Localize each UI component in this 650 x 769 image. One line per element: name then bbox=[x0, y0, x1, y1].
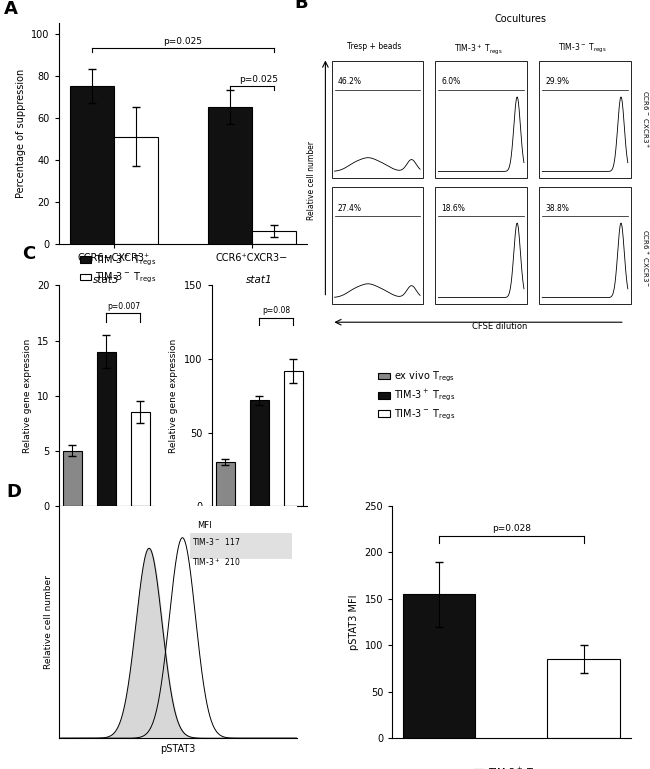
Legend: TIM-3$^+$ T$_{\mathregular{regs}}$, TIM-3$^-$ T$_{\mathregular{regs}}$: TIM-3$^+$ T$_{\mathregular{regs}}$, TIM-… bbox=[469, 761, 554, 769]
Text: 29.9%: 29.9% bbox=[545, 78, 569, 86]
Y-axis label: Relative gene expression: Relative gene expression bbox=[170, 338, 179, 453]
Text: A: A bbox=[4, 0, 18, 18]
Text: Cocultures: Cocultures bbox=[495, 14, 547, 24]
Text: MFI: MFI bbox=[197, 521, 211, 530]
Y-axis label: Relative gene expression: Relative gene expression bbox=[23, 338, 32, 453]
Text: CCR6$^-$ CXCR3$^+$: CCR6$^-$ CXCR3$^+$ bbox=[640, 90, 650, 148]
Text: p=0.08: p=0.08 bbox=[263, 306, 291, 315]
Text: TIM-3$^+$ T$_{\mathregular{regs}}$: TIM-3$^+$ T$_{\mathregular{regs}}$ bbox=[454, 42, 502, 56]
Text: Tresp + beads: Tresp + beads bbox=[347, 42, 402, 52]
Text: TIM-3$^-$ T$_{\mathregular{regs}}$: TIM-3$^-$ T$_{\mathregular{regs}}$ bbox=[558, 42, 606, 55]
Bar bbox=[131, 412, 150, 506]
Bar bbox=[436, 187, 527, 304]
Bar bbox=[70, 86, 114, 244]
Text: C: C bbox=[22, 245, 35, 263]
Text: TIM-3$^-$  117: TIM-3$^-$ 117 bbox=[192, 535, 240, 547]
Bar bbox=[63, 451, 82, 506]
Bar bbox=[332, 61, 423, 178]
Bar bbox=[207, 107, 252, 244]
Bar bbox=[250, 400, 268, 506]
Text: CFSE dilution: CFSE dilution bbox=[472, 322, 527, 331]
Legend: ex vivo T$_{\mathregular{regs}}$, TIM-3$^+$ T$_{\mathregular{regs}}$, TIM-3$^-$ : ex vivo T$_{\mathregular{regs}}$, TIM-3$… bbox=[374, 366, 459, 426]
Text: D: D bbox=[6, 483, 21, 501]
Text: p=0.007: p=0.007 bbox=[107, 301, 140, 311]
Bar bbox=[97, 351, 116, 506]
Bar bbox=[540, 61, 631, 178]
Bar bbox=[190, 534, 292, 559]
Y-axis label: pSTAT3 MFI: pSTAT3 MFI bbox=[349, 594, 359, 650]
Title: stat1: stat1 bbox=[246, 275, 273, 285]
Text: 46.2%: 46.2% bbox=[337, 78, 361, 86]
Text: 18.6%: 18.6% bbox=[441, 204, 465, 212]
Text: 6.0%: 6.0% bbox=[441, 78, 461, 86]
Title: stat3: stat3 bbox=[93, 275, 120, 285]
X-axis label: pSTAT3: pSTAT3 bbox=[160, 744, 196, 754]
Bar bbox=[284, 371, 303, 506]
Text: CCR6$^+$ CXCR3$^-$: CCR6$^+$ CXCR3$^-$ bbox=[640, 228, 650, 287]
Text: Relative cell number: Relative cell number bbox=[307, 141, 317, 220]
Bar bbox=[252, 231, 296, 244]
Legend: TIM-3$^+$ T$_{\mathregular{regs}}$, TIM-3$^-$ T$_{\mathregular{regs}}$: TIM-3$^+$ T$_{\mathregular{regs}}$, TIM-… bbox=[76, 248, 161, 289]
Text: p=0.025: p=0.025 bbox=[163, 37, 202, 46]
Text: 27.4%: 27.4% bbox=[337, 204, 361, 212]
Text: p=0.025: p=0.025 bbox=[239, 75, 278, 84]
Text: p=0.028: p=0.028 bbox=[492, 524, 531, 533]
Bar bbox=[436, 61, 527, 178]
Bar bbox=[547, 659, 619, 738]
Bar bbox=[216, 462, 235, 506]
Text: TIM-3$^+$  210: TIM-3$^+$ 210 bbox=[192, 557, 241, 568]
Bar bbox=[540, 187, 631, 304]
Bar bbox=[332, 187, 423, 304]
Bar bbox=[114, 137, 158, 244]
Y-axis label: Relative cell number: Relative cell number bbox=[44, 575, 53, 669]
Text: 38.8%: 38.8% bbox=[545, 204, 569, 212]
Bar bbox=[403, 594, 475, 738]
Text: B: B bbox=[295, 0, 309, 12]
Y-axis label: Percentage of suppression: Percentage of suppression bbox=[16, 68, 25, 198]
